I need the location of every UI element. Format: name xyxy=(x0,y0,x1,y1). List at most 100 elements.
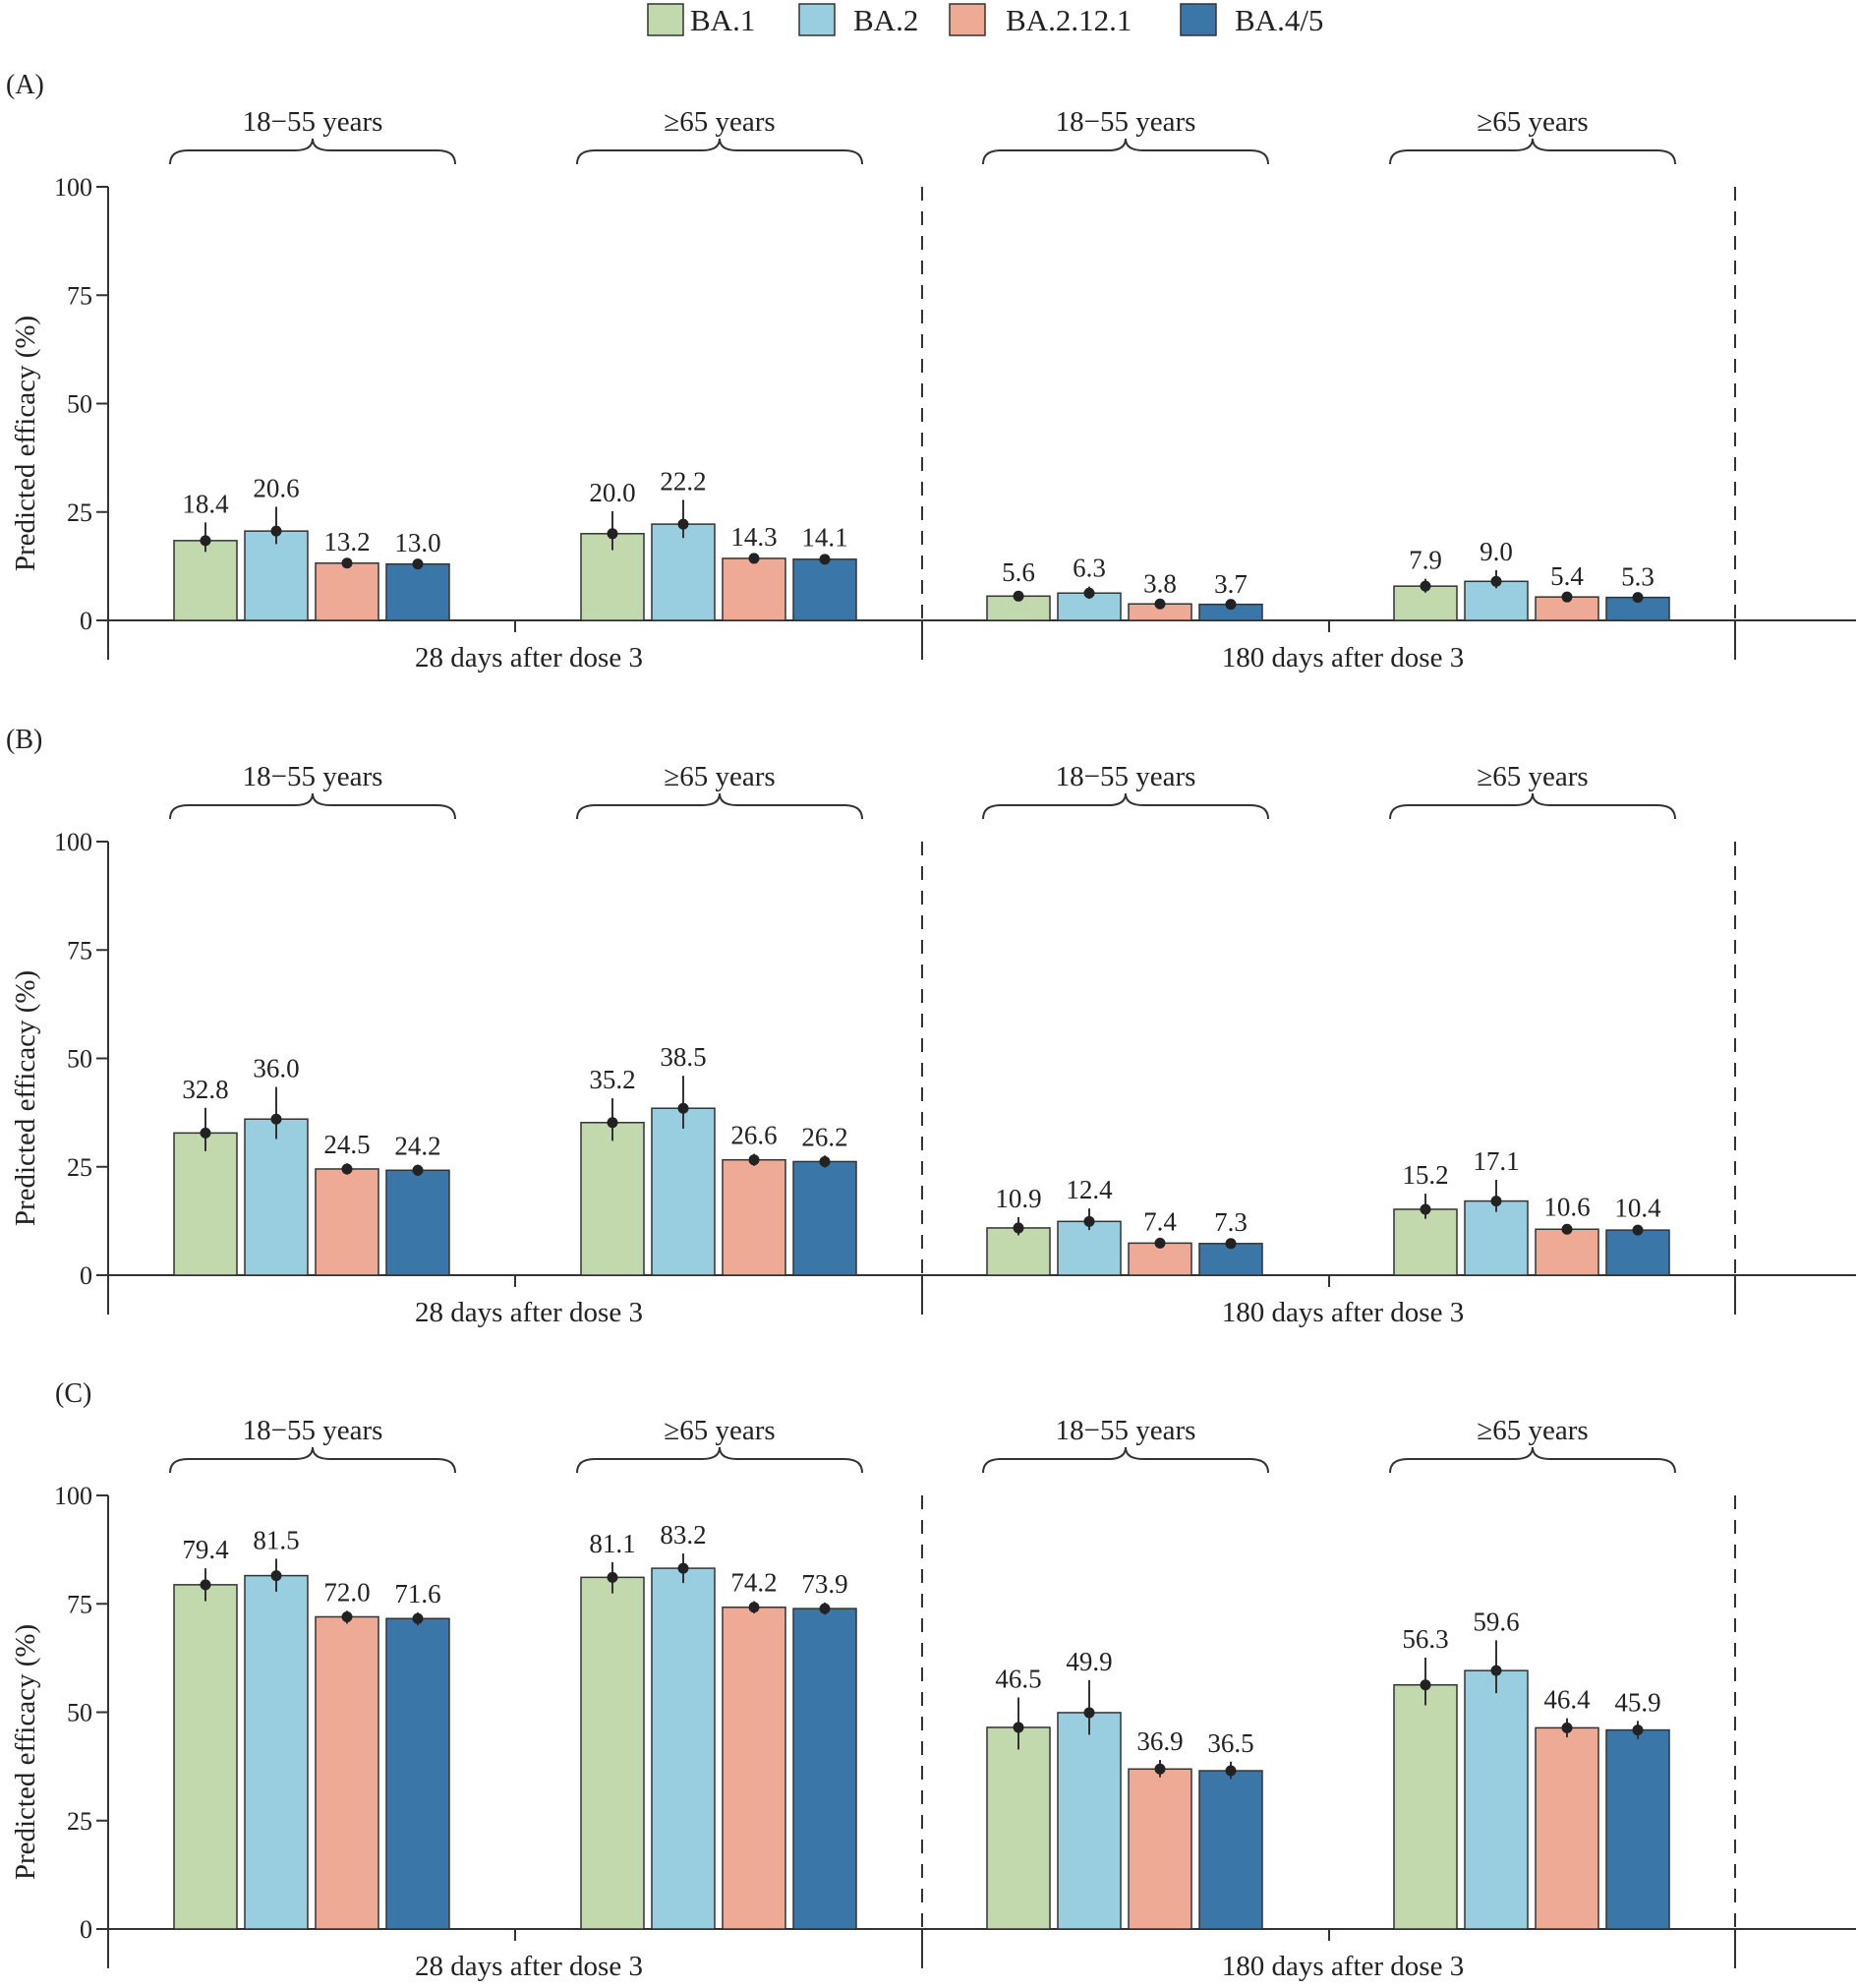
panel-a: (A) 0 25 50 75 100 Predicted efficacy (%) 28 da… xyxy=(6,70,1856,673)
point-estimate xyxy=(1632,592,1644,604)
y-tick-label: 25 xyxy=(67,498,92,527)
bar-value-label: 13.2 xyxy=(323,527,370,556)
bar-value-label: 10.4 xyxy=(1614,1194,1661,1223)
section-label: 180 days after dose 3 xyxy=(1222,1951,1464,1982)
point-estimate xyxy=(1013,1722,1024,1733)
bar-value-label: 72.0 xyxy=(323,1577,370,1607)
bar-value-label: 14.1 xyxy=(801,523,847,553)
y-tick-label: 50 xyxy=(67,1699,92,1727)
legend: BA.1 BA.2 BA.2.12.1 BA.4/5 xyxy=(647,3,1323,37)
point-estimate xyxy=(1490,1196,1502,1207)
bar xyxy=(244,1574,309,1930)
age-group-label: 18−55 years xyxy=(243,106,383,138)
bar xyxy=(651,523,716,621)
bar-value-label: 46.4 xyxy=(1543,1685,1591,1715)
bar-value-label: 73.9 xyxy=(801,1569,847,1599)
point-estimate xyxy=(748,553,760,564)
y-tick-label: 100 xyxy=(54,173,92,202)
y-tick-label: 75 xyxy=(67,281,92,310)
bar-value-label: 24.5 xyxy=(323,1130,370,1159)
point-estimate xyxy=(1154,1237,1166,1249)
group-brace xyxy=(982,792,1269,820)
bar-value-label: 24.2 xyxy=(394,1132,440,1161)
group-brace xyxy=(576,138,863,165)
bar-value-label: 7.4 xyxy=(1143,1207,1177,1237)
bar-value-label: 5.4 xyxy=(1550,561,1584,591)
point-estimate xyxy=(270,1113,282,1125)
point-estimate xyxy=(1420,1203,1431,1215)
panel-c: (C) 0 25 50 75 100 Predicted efficacy (%) 28 da… xyxy=(10,1378,1856,1982)
age-group-label: 18−55 years xyxy=(1056,1415,1196,1446)
y-tick-label: 25 xyxy=(67,1153,92,1182)
point-estimate xyxy=(748,1154,760,1166)
panel-b: (B) 0 25 50 75 100 Predicted efficacy (%) 28 da… xyxy=(6,725,1856,1328)
bar xyxy=(792,1160,857,1276)
bar xyxy=(722,1158,786,1276)
point-estimate xyxy=(1632,1725,1644,1736)
bar-value-label: 9.0 xyxy=(1480,537,1513,566)
bar xyxy=(986,1726,1051,1930)
bar xyxy=(580,1576,645,1930)
legend-swatch xyxy=(798,3,836,36)
bar xyxy=(651,1567,716,1930)
bar xyxy=(722,1607,786,1930)
group-brace xyxy=(1389,792,1676,820)
legend-label: BA.2.12.1 xyxy=(1006,3,1132,37)
y-tick-label: 75 xyxy=(67,1590,92,1618)
bar-value-label: 36.5 xyxy=(1207,1728,1253,1758)
bar-value-label: 36.0 xyxy=(253,1054,299,1083)
bar xyxy=(1393,1683,1458,1930)
point-estimate xyxy=(1083,1215,1095,1227)
legend-label: BA.4/5 xyxy=(1235,3,1323,37)
bar-value-label: 81.5 xyxy=(253,1525,299,1554)
bar xyxy=(244,1118,309,1276)
bar-value-label: 79.4 xyxy=(182,1535,229,1564)
point-estimate xyxy=(200,1127,211,1139)
bar-value-label: 38.5 xyxy=(660,1042,706,1072)
point-estimate xyxy=(1225,599,1237,611)
y-tick-label: 50 xyxy=(67,390,92,419)
bar-value-label: 81.1 xyxy=(589,1529,635,1558)
bar xyxy=(1535,1228,1599,1276)
bar xyxy=(1464,1669,1529,1930)
bar-value-label: 71.6 xyxy=(394,1579,440,1608)
y-tick-label: 0 xyxy=(80,1915,92,1944)
bar xyxy=(173,540,238,621)
legend-swatch xyxy=(949,3,986,36)
bar xyxy=(173,1132,238,1276)
point-estimate xyxy=(607,1571,618,1583)
point-estimate xyxy=(748,1602,760,1613)
point-estimate xyxy=(677,518,689,530)
bar-value-label: 12.4 xyxy=(1066,1175,1113,1204)
point-estimate xyxy=(1561,1722,1573,1733)
y-tick-label: 25 xyxy=(67,1807,92,1836)
bar-value-label: 74.2 xyxy=(730,1568,777,1598)
bar-value-label: 15.2 xyxy=(1402,1160,1448,1190)
bar xyxy=(385,1169,450,1276)
bar xyxy=(1535,1726,1599,1930)
point-estimate xyxy=(412,1164,424,1176)
group-brace xyxy=(1389,1446,1676,1474)
bar xyxy=(1128,1768,1192,1930)
age-group-label: 18−55 years xyxy=(1056,761,1196,792)
bar-value-label: 3.7 xyxy=(1214,569,1248,599)
bar xyxy=(173,1584,238,1930)
legend-label: BA.2 xyxy=(853,3,918,37)
age-group-label: ≥65 years xyxy=(664,106,775,138)
point-estimate xyxy=(819,554,831,565)
bar-value-label: 18.4 xyxy=(182,489,229,518)
bar-value-label: 26.6 xyxy=(730,1121,777,1150)
point-estimate xyxy=(1420,580,1431,592)
bar xyxy=(1057,1712,1122,1930)
point-estimate xyxy=(412,558,424,570)
point-estimate xyxy=(819,1603,831,1614)
bar-value-label: 17.1 xyxy=(1473,1146,1519,1176)
bar xyxy=(792,558,857,621)
section-label: 28 days after dose 3 xyxy=(415,642,643,673)
bar-value-label: 7.9 xyxy=(1409,546,1442,575)
bar-value-label: 46.5 xyxy=(995,1665,1041,1694)
bar-value-label: 36.9 xyxy=(1136,1726,1183,1756)
point-estimate xyxy=(270,1570,282,1582)
panel-label: (B) xyxy=(6,725,42,755)
